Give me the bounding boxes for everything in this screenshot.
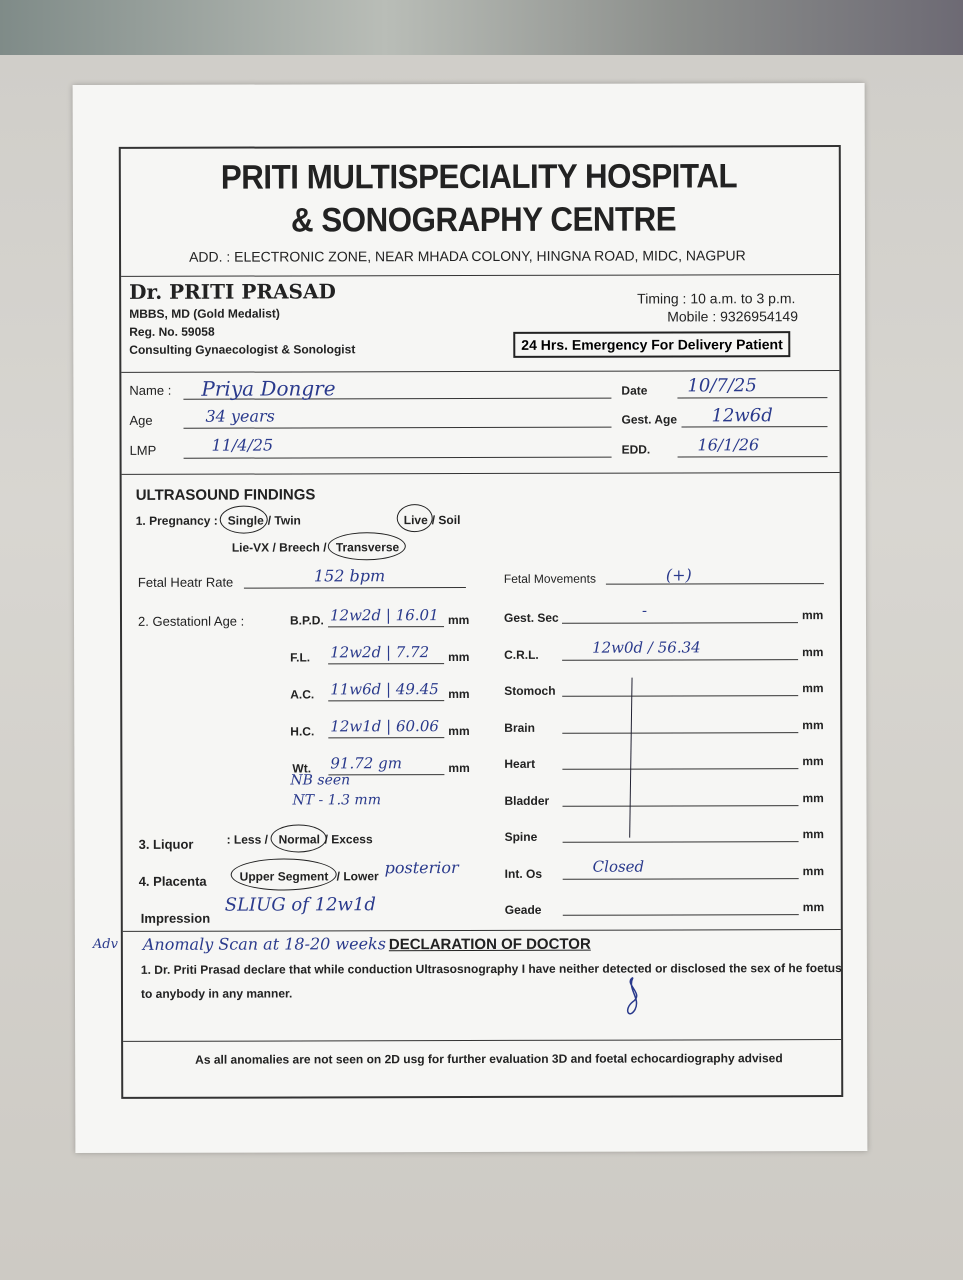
emergency-box: 24 Hrs. Emergency For Delivery Patient bbox=[513, 331, 791, 358]
age-label: Age bbox=[129, 412, 153, 428]
right-measure-label: Heart bbox=[504, 756, 536, 771]
left-measure-value: 11w6d | 49.45 bbox=[330, 680, 439, 699]
name-label: Name : bbox=[129, 382, 172, 398]
placenta-label: 4. Placenta bbox=[138, 873, 207, 889]
nb-note: NB seen bbox=[290, 772, 351, 789]
unit-mm: mm bbox=[802, 827, 824, 842]
unit-mm: mm bbox=[802, 681, 824, 696]
liquor-excess: / Excess bbox=[324, 832, 373, 847]
edd: 16/1/26 bbox=[697, 435, 760, 455]
unit-mm: mm bbox=[448, 687, 470, 702]
fhr-label: Fetal Heatr Rate bbox=[137, 574, 234, 590]
hospital-name-1: PRITI MULTISPECIALITY HOSPITAL bbox=[220, 157, 738, 197]
right-measure-label: Bladder bbox=[504, 793, 550, 808]
right-measure-label: Spine bbox=[504, 829, 538, 844]
placenta-lower: / Lower bbox=[336, 869, 379, 884]
unit-mm: mm bbox=[802, 754, 824, 769]
doctor-reg: Reg. No. 59058 bbox=[129, 324, 215, 339]
nt-note: NT - 1.3 mm bbox=[292, 792, 381, 809]
unit-mm: mm bbox=[802, 717, 824, 732]
patient-lmp: 11/4/25 bbox=[211, 435, 274, 455]
declaration-text-1: 1. Dr. Priti Prasad declare that while c… bbox=[140, 961, 842, 977]
ga-label: 2. Gestationl Age : bbox=[137, 613, 245, 629]
right-measure-label: Gest. Sec bbox=[503, 610, 559, 625]
lmp-label: LMP bbox=[129, 442, 157, 458]
fhr-value: 152 bpm bbox=[313, 566, 386, 586]
pregnancy-label: 1. Pregnancy : bbox=[135, 513, 218, 528]
liquor-label: 3. Liquor bbox=[138, 836, 194, 852]
timing: Timing : 10 a.m. to 3 p.m. bbox=[637, 290, 796, 307]
right-measure-label: Brain bbox=[504, 720, 535, 735]
right-measure-label: C.R.L. bbox=[504, 647, 539, 662]
doctor-degree: MBBS, MD (Gold Medalist) bbox=[129, 306, 280, 321]
unit-mm: mm bbox=[802, 900, 825, 915]
left-measure-label: A.C. bbox=[290, 687, 315, 702]
left-measure-value: 12w2d | 7.72 bbox=[330, 643, 430, 662]
ultrasound-report-sheet: PRITI MULTISPECIALITY HOSPITAL & SONOGRA… bbox=[72, 82, 868, 1154]
advice-margin: Adv bbox=[92, 936, 118, 952]
impression-label: Impression bbox=[140, 910, 211, 926]
fm-label: Fetal Movements bbox=[503, 571, 596, 586]
doctor-role: Consulting Gynaecologist & Sonologist bbox=[129, 342, 356, 357]
hospital-address: ADD. : ELECTRONIC ZONE, NEAR MHADA COLON… bbox=[189, 247, 746, 265]
right-measure-label: Geade bbox=[504, 902, 542, 917]
report-date: 10/7/25 bbox=[687, 375, 757, 397]
mobile: Mobile : 9326954149 bbox=[667, 308, 799, 325]
right-measure-label: Int. Os bbox=[504, 866, 543, 881]
edd-label: EDD. bbox=[621, 442, 651, 457]
right-measure-label: Stomoch bbox=[504, 683, 556, 698]
gest-age-label: Gest. Age bbox=[621, 412, 678, 427]
unit-mm: mm bbox=[448, 650, 470, 665]
pregnancy-twin: / Twin bbox=[267, 513, 301, 528]
declaration-heading: DECLARATION OF DOCTOR bbox=[388, 935, 591, 954]
date-label: Date bbox=[621, 383, 648, 398]
unit-mm: mm bbox=[448, 724, 470, 739]
left-measure-value: 12w2d | 16.01 bbox=[329, 606, 439, 625]
placenta-note: posterior bbox=[384, 858, 459, 878]
doctor-name: Dr. PRITI PRASAD bbox=[129, 279, 336, 304]
advice-text: Anomaly Scan at 18-20 weeks bbox=[142, 934, 386, 954]
declaration-footer: As all anomalies are not seen on 2D usg … bbox=[195, 1051, 783, 1067]
soil: / Soil bbox=[431, 513, 461, 528]
lie-options: Lie-VX / Breech / bbox=[231, 540, 327, 555]
unit-mm: mm bbox=[448, 761, 470, 776]
left-measure-value: 12w1d | 60.06 bbox=[330, 717, 439, 736]
declaration-text-2: to anybody in any manner. bbox=[140, 986, 293, 1001]
right-measure-value: - bbox=[641, 601, 648, 620]
patient-age: 34 years bbox=[205, 406, 275, 426]
right-measure-value: Closed bbox=[592, 857, 645, 876]
fm-value: (+) bbox=[665, 565, 692, 585]
unit-mm: mm bbox=[802, 644, 824, 659]
left-measure-label: F.L. bbox=[290, 650, 311, 665]
gest-age: 12w6d bbox=[711, 405, 773, 427]
unit-mm: mm bbox=[802, 790, 824, 805]
report-frame: PRITI MULTISPECIALITY HOSPITAL & SONOGRA… bbox=[93, 145, 844, 1099]
unit-mm: mm bbox=[802, 863, 825, 878]
doctor-signature bbox=[626, 976, 638, 1015]
right-measure-value: 12w0d / 56.34 bbox=[592, 637, 701, 657]
impression-value: SLIUG of 12w1d bbox=[224, 894, 376, 916]
unit-mm: mm bbox=[801, 608, 824, 623]
left-measure-value: 91.72 gm bbox=[330, 754, 402, 773]
left-measure-label: B.P.D. bbox=[289, 613, 324, 628]
background-fabric bbox=[0, 0, 963, 55]
patient-name: Priya Dongre bbox=[201, 376, 336, 401]
unit-mm: mm bbox=[447, 613, 470, 628]
findings-heading: ULTRASOUND FINDINGS bbox=[135, 486, 316, 504]
left-measure-label: H.C. bbox=[290, 724, 315, 739]
liquor-less: : Less / bbox=[226, 832, 268, 847]
hospital-name-2: & SONOGRAPHY CENTRE bbox=[290, 200, 677, 240]
